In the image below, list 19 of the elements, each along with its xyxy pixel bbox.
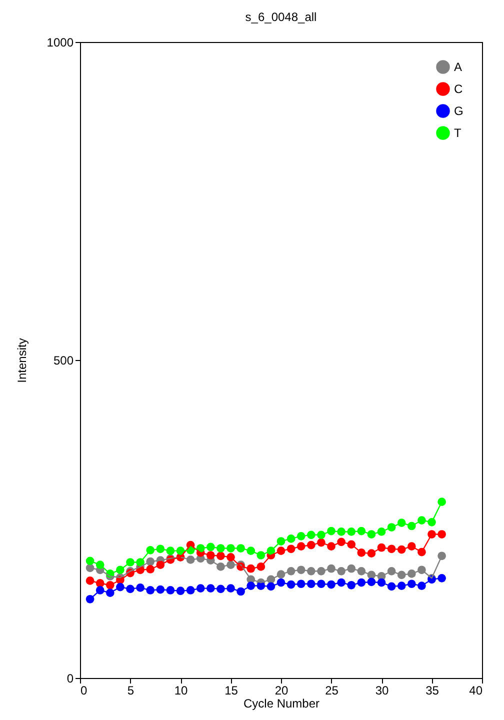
- legend-label: A: [454, 60, 462, 74]
- y-axis-title: Intensity: [14, 338, 29, 383]
- x-tick-label: 40: [469, 684, 483, 698]
- y-tick-label: 0: [66, 672, 74, 686]
- y-tick-label: 1000: [46, 36, 74, 50]
- x-tick-label: 10: [174, 684, 188, 698]
- x-tick-label: 0: [80, 684, 88, 698]
- legend-label: G: [454, 104, 464, 118]
- x-tick-label: 25: [325, 684, 339, 698]
- x-tick-label: 20: [274, 684, 288, 698]
- y-tick-label: 500: [53, 354, 74, 368]
- legend-label: T: [454, 126, 462, 140]
- chart-title: s_6_0048_all: [245, 10, 317, 24]
- x-axis-title: Cycle Number: [243, 696, 320, 710]
- x-tick-label: 15: [224, 684, 238, 698]
- x-tick-label: 35: [426, 684, 440, 698]
- x-tick-label: 5: [127, 684, 134, 698]
- x-tick-label: 30: [375, 684, 389, 698]
- legend-label: C: [454, 82, 463, 96]
